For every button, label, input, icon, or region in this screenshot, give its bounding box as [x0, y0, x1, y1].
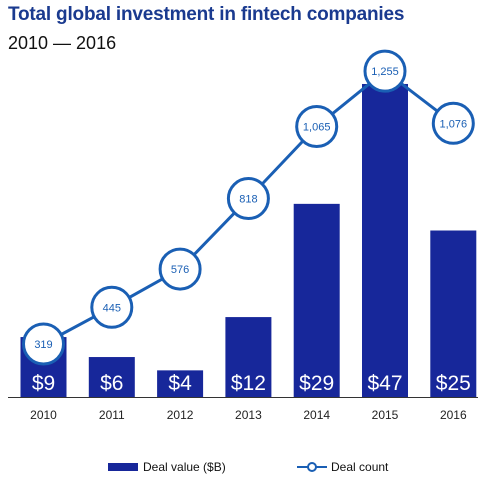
x-tick-label: 2012: [167, 408, 194, 422]
bar-value-label: $6: [100, 372, 123, 395]
bar-2013: [225, 317, 272, 397]
deal-count-marker: [295, 105, 339, 149]
deal-count-marker: [22, 322, 65, 366]
deal-count-marker: [431, 101, 475, 145]
bar-2011: [88, 357, 135, 397]
deal-count-label: 1,076: [440, 118, 468, 130]
chart-title: Total global investment in fintech compa…: [8, 4, 405, 25]
deal-count-marker: [363, 49, 407, 93]
bar-value-label: $4: [168, 372, 192, 395]
deal-count-marker: [90, 285, 134, 329]
legend-item-deal-value: Deal value ($B): [108, 460, 226, 474]
legend-swatch-bar: [108, 463, 138, 471]
deal-count-label: 1,065: [303, 122, 331, 134]
x-tick-label: 2010: [30, 408, 57, 422]
x-tick-label: 2014: [303, 408, 330, 422]
chart-subtitle: 2010 — 2016: [8, 33, 117, 53]
bar-value-label: $12: [231, 372, 266, 395]
x-tick-label: 2011: [99, 408, 125, 422]
x-tick-label: 2016: [440, 408, 467, 422]
x-tick-label: 2015: [372, 408, 399, 422]
legend-item-deal-count: Deal count: [297, 460, 388, 474]
deal-count-label: 445: [103, 302, 121, 314]
bar-2015: [362, 83, 408, 397]
deal-count-label: 1,255: [371, 66, 399, 78]
bar-value-label: $9: [32, 372, 55, 395]
bar-value-label: $25: [436, 372, 471, 395]
legend-label-deal-value: Deal value ($B): [143, 460, 226, 474]
bar-2014: [293, 203, 340, 397]
deal-count-label: 319: [34, 339, 52, 351]
bar-value-label: $47: [367, 372, 402, 395]
bar-value-label: $29: [299, 372, 334, 395]
bar-2016: [430, 230, 477, 397]
legend-swatch-line: [297, 462, 327, 472]
deal-count-marker: [226, 177, 270, 221]
deal-count-label: 818: [239, 194, 257, 206]
deal-count-marker: [158, 247, 202, 291]
bar-2012: [157, 370, 204, 397]
x-tick-label: 2013: [235, 408, 262, 422]
legend-label-deal-count: Deal count: [331, 460, 389, 474]
deal-count-label: 576: [171, 264, 189, 276]
